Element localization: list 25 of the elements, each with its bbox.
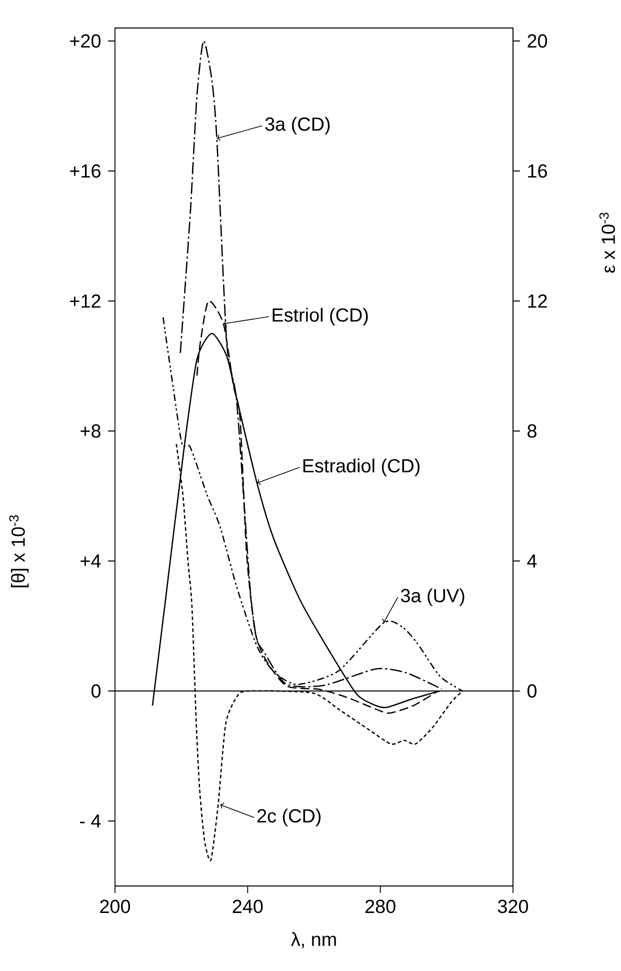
y2-axis-title: ε x 10$^{-3}$ — [599, 212, 615, 273]
y2-tick-label: 4 — [527, 554, 537, 568]
y-axis-title: [θ] x 10$^{-3}$ — [9, 515, 28, 588]
x-tick-label: 320 — [498, 900, 528, 914]
x-tick-label: 240 — [232, 900, 263, 914]
y-tick-label: +8 — [80, 424, 100, 438]
y2-tick-label: 20 — [528, 34, 547, 48]
x-tick-label: 200 — [100, 900, 130, 914]
y-tick-label: +12 — [70, 294, 100, 308]
y2-tick-label: 8 — [527, 424, 536, 438]
y-tick-label: +20 — [70, 34, 100, 48]
y-tick-label: - 4 — [80, 814, 101, 828]
y2-tick-label: 12 — [528, 294, 547, 308]
x-axis-title: λ, nm — [290, 932, 336, 948]
annotation: 3a (UV) — [400, 588, 464, 606]
annotation: Estriol (CD) — [272, 308, 368, 326]
annotation: 3a (CD) — [265, 116, 330, 135]
y-tick-label: +16 — [70, 164, 100, 178]
y2-tick-label: 0 — [527, 684, 536, 698]
annotation: 2c (CD) — [257, 808, 320, 826]
y2-tick-label: 16 — [528, 164, 547, 178]
y-tick-label: 0 — [91, 684, 100, 698]
annotation: Estradiol (CD) — [303, 458, 420, 476]
y-tick-label: +4 — [80, 554, 101, 568]
x-tick-label: 280 — [365, 900, 396, 914]
